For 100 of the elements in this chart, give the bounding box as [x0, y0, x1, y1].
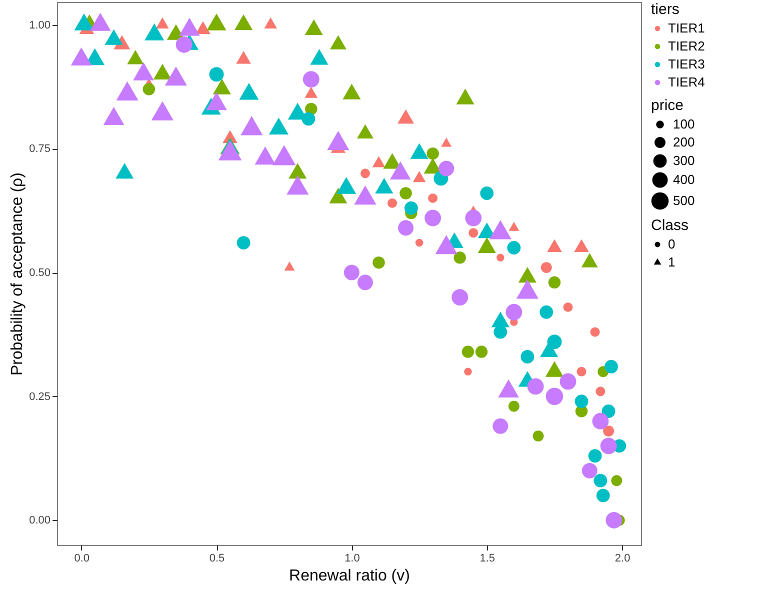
point: [520, 350, 534, 364]
point: [428, 193, 438, 203]
point: [329, 188, 348, 204]
point: [574, 239, 589, 252]
point: [164, 66, 188, 86]
point: [456, 88, 474, 104]
point: [574, 394, 588, 408]
point: [548, 276, 561, 289]
point: [588, 449, 602, 463]
point: [532, 430, 544, 442]
text: Class: [651, 217, 689, 234]
x-tick-label: 2.0: [614, 552, 630, 564]
point: [560, 373, 576, 390]
point: [212, 78, 231, 94]
x-tick-label: 1.5: [480, 552, 496, 564]
point: [344, 264, 360, 280]
point: [388, 198, 397, 208]
point: [144, 23, 164, 40]
point: [581, 253, 598, 268]
point: [475, 346, 488, 358]
point: [304, 19, 323, 35]
point: [288, 162, 307, 179]
point: [156, 17, 169, 28]
point: [264, 17, 277, 28]
point: [268, 118, 288, 134]
point: [375, 178, 394, 194]
point: [600, 438, 617, 454]
point: [582, 462, 598, 478]
point: [179, 18, 200, 36]
point: [506, 304, 522, 320]
y-tick-label: 1.00: [29, 19, 50, 32]
text: 0: [668, 236, 676, 252]
y-axis-title: Probability of acceptance (ρ): [9, 172, 26, 376]
point: [454, 252, 466, 264]
point: [239, 82, 259, 100]
point: [70, 47, 92, 66]
point: [240, 116, 263, 136]
point: [410, 143, 428, 159]
point: [342, 84, 361, 100]
point: [527, 378, 544, 395]
point: [234, 14, 253, 30]
point: [404, 201, 418, 215]
point: [507, 241, 521, 254]
text: 1: [668, 254, 676, 270]
point: [604, 360, 618, 374]
point: [465, 210, 482, 226]
point: [462, 346, 474, 358]
point: [592, 412, 609, 430]
point: [206, 92, 227, 110]
point: [336, 177, 356, 194]
point: [611, 475, 622, 486]
point: [412, 171, 426, 182]
legend-label: 200: [673, 134, 695, 150]
point: [508, 400, 520, 412]
x-tick-label: 0.5: [209, 552, 225, 564]
legend-title: tiers: [651, 1, 680, 18]
x-tick-label: 0.0: [74, 552, 90, 564]
point: [603, 426, 614, 437]
point: [330, 35, 346, 50]
point: [304, 86, 318, 98]
point: [606, 512, 622, 528]
point: [286, 176, 309, 195]
point: [540, 262, 552, 274]
point: [327, 130, 350, 150]
text: price: [651, 97, 684, 114]
point: [424, 210, 442, 226]
point: [104, 29, 123, 45]
point: [254, 146, 276, 165]
x-tick-label: 1.0: [344, 552, 360, 564]
point: [590, 327, 600, 337]
point: [127, 50, 144, 64]
point: [398, 220, 414, 236]
point: [602, 404, 616, 418]
y-tick-label: 0.00: [29, 514, 50, 527]
x-axis-title: Renewal ratio (v): [289, 568, 410, 584]
legend-label: TIER4: [668, 74, 705, 90]
point: [576, 366, 586, 376]
point: [372, 256, 385, 269]
point: [133, 62, 154, 80]
point: [415, 238, 424, 247]
legend-label: 100: [673, 116, 695, 132]
point: [452, 289, 468, 306]
point: [492, 418, 508, 434]
point: [372, 156, 386, 168]
point: [563, 302, 573, 312]
legend-label: TIER2: [668, 38, 705, 54]
y-tick-label: 0.25: [29, 390, 50, 403]
point: [468, 228, 478, 238]
point: [310, 49, 328, 65]
point: [151, 101, 174, 120]
point: [103, 106, 124, 125]
legend-label: TIER1: [668, 20, 705, 36]
point: [596, 386, 606, 396]
point: [196, 21, 210, 34]
point: [236, 236, 250, 250]
legend-label: 300: [673, 153, 695, 168]
point: [116, 81, 138, 101]
point: [357, 274, 373, 290]
point: [596, 488, 610, 502]
point: [540, 305, 554, 319]
